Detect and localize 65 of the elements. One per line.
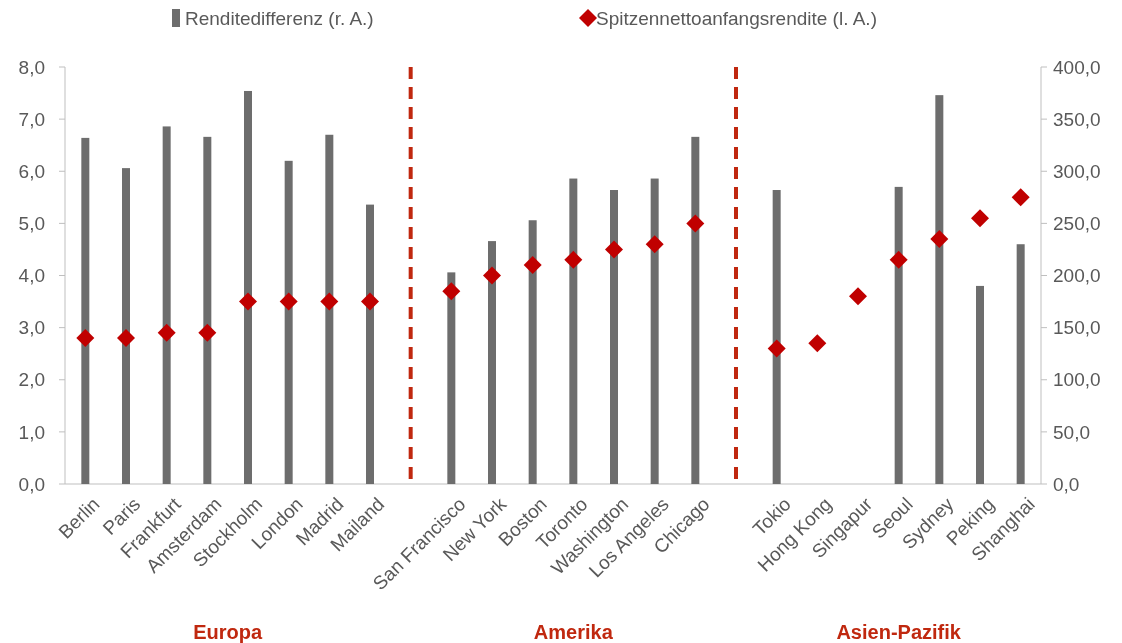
text: Amerika (533, 621, 614, 643)
y-tick-label: 1,0 (18, 421, 45, 443)
y2-tick-label: 250,0 (1053, 213, 1101, 235)
y2-tick-label: 50,0 (1053, 421, 1090, 443)
bar (976, 285, 984, 484)
point (889, 250, 908, 269)
point (849, 287, 867, 306)
bar (244, 90, 252, 484)
y-tick-label: 6,0 (18, 160, 45, 182)
y-tick-label: 2,0 (18, 369, 45, 391)
bar (691, 136, 700, 484)
bar (935, 95, 944, 484)
bar (528, 220, 537, 484)
bar (284, 160, 293, 484)
point (320, 292, 339, 311)
point (117, 329, 135, 348)
y-tick-label: 8,0 (18, 56, 45, 78)
bar (162, 126, 171, 484)
legend-label: Renditedifferenz (r. A.) (185, 7, 374, 29)
y-tick-label: 3,0 (18, 317, 45, 339)
bar (325, 134, 334, 484)
y2-tick-label: 200,0 (1053, 265, 1101, 287)
point (157, 323, 176, 342)
text: Asien-Pazifik (836, 621, 962, 643)
y-tick-label: 4,0 (18, 265, 45, 287)
point (686, 214, 705, 233)
y2-tick-label: 100,0 (1053, 369, 1101, 391)
legend-label: Spitzennettoanfangsrendite (l. A.) (596, 7, 877, 29)
point (239, 292, 257, 311)
bar (1016, 244, 1025, 484)
y2-tick-label: 300,0 (1053, 160, 1101, 182)
bar (569, 178, 578, 484)
y2-tick-label: 350,0 (1053, 108, 1101, 130)
bar (203, 136, 212, 484)
point (971, 209, 989, 228)
point (605, 240, 623, 259)
bar (81, 137, 90, 484)
point (1011, 188, 1030, 207)
bar (650, 178, 659, 484)
text: Europa (193, 621, 263, 643)
point (198, 323, 217, 342)
point (523, 256, 542, 275)
bar (610, 190, 618, 484)
bar (366, 204, 374, 484)
y2-tick-label: 0,0 (1053, 473, 1080, 495)
bar (122, 168, 130, 484)
point (279, 292, 298, 311)
point (645, 235, 664, 254)
bar (447, 272, 456, 484)
point (76, 329, 95, 348)
point (808, 334, 827, 353)
point (361, 292, 379, 311)
point (442, 282, 461, 301)
bar (894, 186, 903, 484)
bar (488, 241, 496, 484)
point (564, 250, 583, 269)
point (767, 339, 786, 358)
y2-tick-label: 400,0 (1053, 56, 1101, 78)
y-tick-label: 5,0 (18, 213, 45, 235)
point (483, 266, 501, 285)
y-tick-label: 0,0 (18, 473, 45, 495)
point (930, 230, 949, 249)
y-tick-label: 7,0 (18, 108, 45, 130)
bar (772, 190, 781, 484)
y2-tick-label: 150,0 (1053, 317, 1101, 339)
